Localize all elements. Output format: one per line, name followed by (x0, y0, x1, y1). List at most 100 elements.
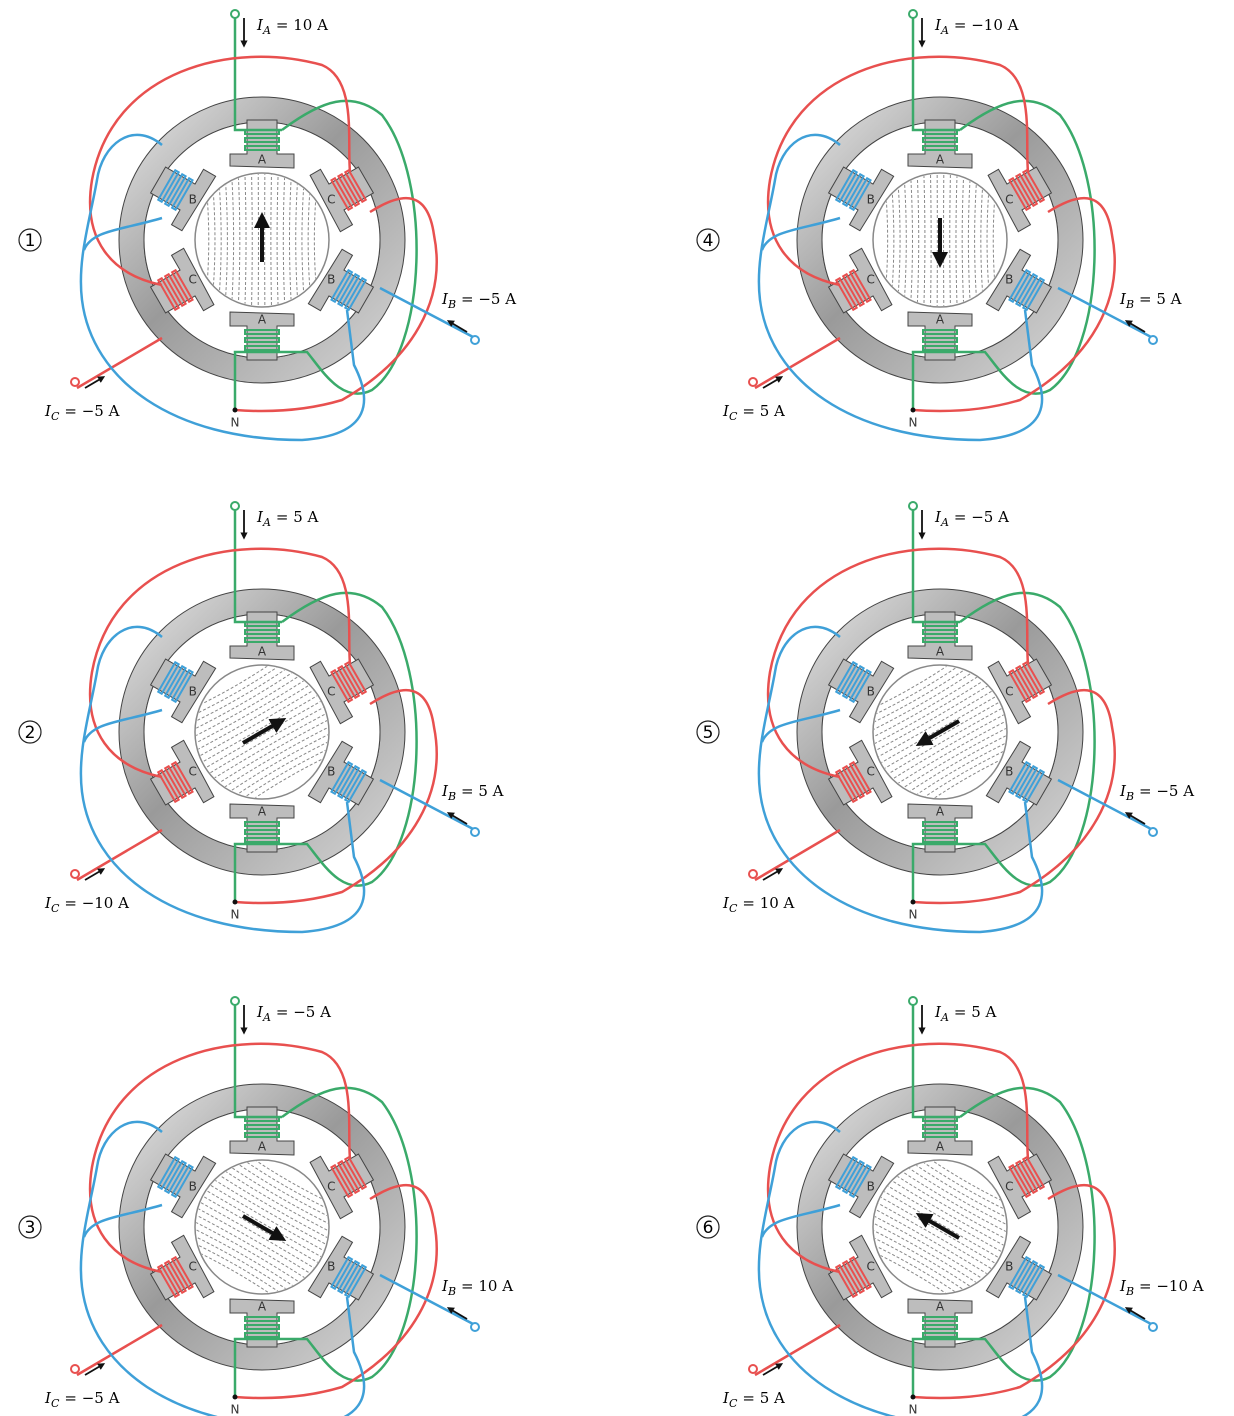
pole-label: B (867, 685, 875, 699)
neutral-point (233, 900, 238, 905)
current-label: IB= 5 A (1119, 290, 1182, 311)
pole-label: C (867, 765, 875, 779)
pole-label: C (189, 765, 197, 779)
pole-label: B (189, 1180, 197, 1194)
step-label: 3 (25, 1218, 36, 1238)
current-label: IA= 5 A (934, 1003, 997, 1024)
current-label: IA= −5 A (934, 508, 1009, 529)
terminal (231, 997, 239, 1005)
current-value: = −5 A (461, 290, 516, 308)
step-label: 6 (703, 1218, 714, 1238)
pole-label: B (327, 1260, 335, 1274)
current-subscript: B (447, 790, 456, 803)
neutral-label: N (231, 416, 240, 430)
pole-label: C (189, 273, 197, 287)
terminal (471, 1323, 479, 1331)
pole-label: B (1005, 273, 1013, 287)
pole-label: A (936, 1300, 945, 1314)
current-subscript: C (51, 410, 60, 423)
terminal (749, 378, 757, 386)
terminal (471, 336, 479, 344)
pole-label: C (327, 193, 335, 207)
terminal (231, 10, 239, 18)
current-value: = −5 A (1139, 782, 1194, 800)
current-label: IC= 5 A (722, 402, 785, 423)
current-value: = 10 A (461, 1277, 513, 1295)
pole-label: A (258, 645, 267, 659)
current-value: = 5 A (276, 508, 319, 526)
neutral-label: N (909, 1403, 918, 1416)
current-subscript: A (940, 1011, 949, 1024)
pole-label: C (1005, 1180, 1013, 1194)
terminal (1149, 1323, 1157, 1331)
current-subscript: A (940, 516, 949, 529)
current-value: = −10 A (954, 16, 1019, 34)
current-value: = −10 A (64, 894, 129, 912)
terminal (909, 997, 917, 1005)
pole-label: A (936, 645, 945, 659)
current-subscript: B (447, 298, 456, 311)
current-value: = 5 A (954, 1003, 997, 1021)
neutral-point (911, 408, 916, 413)
pole-label: C (189, 1260, 197, 1274)
pole-label: A (258, 1140, 267, 1154)
current-value: = 5 A (742, 402, 785, 420)
current-subscript: C (51, 1397, 60, 1410)
pole-label: C (1005, 685, 1013, 699)
current-label: IA= 5 A (256, 508, 319, 529)
neutral-label: N (909, 416, 918, 430)
terminal (71, 1365, 79, 1373)
pole-label: C (1005, 193, 1013, 207)
current-subscript: A (262, 516, 271, 529)
terminal (71, 870, 79, 878)
neutral-point (233, 408, 238, 413)
current-label: IC= 5 A (722, 1389, 785, 1410)
current-label: IA= −5 A (256, 1003, 331, 1024)
current-label: IB= 10 A (441, 1277, 513, 1298)
step-label: 5 (703, 723, 714, 743)
current-label: IB= −5 A (441, 290, 516, 311)
pole-label: B (327, 765, 335, 779)
current-subscript: C (729, 902, 738, 915)
motor-panel: AABBCCNIA= −10 AIB= 5 AIC= 5 A (722, 10, 1182, 440)
terminal (749, 1365, 757, 1373)
pole-label: A (936, 805, 945, 819)
current-label: IC= −5 A (44, 402, 120, 423)
pole-label: C (327, 1180, 335, 1194)
current-label: IA= 10 A (256, 16, 328, 37)
pole-label: A (258, 1300, 267, 1314)
terminal (231, 502, 239, 510)
current-label: IC= −5 A (44, 1389, 120, 1410)
current-label: IC= −10 A (44, 894, 129, 915)
current-subscript: A (262, 24, 271, 37)
pole-label: B (189, 685, 197, 699)
terminal (1149, 828, 1157, 836)
current-subscript: C (51, 902, 60, 915)
step-label: 1 (25, 231, 36, 251)
terminal (749, 870, 757, 878)
terminal (471, 828, 479, 836)
current-subscript: A (940, 24, 949, 37)
current-value: = 10 A (276, 16, 328, 34)
current-label: IC= 10 A (722, 894, 795, 915)
neutral-label: N (231, 1403, 240, 1416)
pole-label: A (936, 153, 945, 167)
current-value: = −5 A (954, 508, 1009, 526)
step-label: 2 (25, 723, 36, 743)
pole-label: C (867, 1260, 875, 1274)
pole-label: B (867, 1180, 875, 1194)
step-label: 4 (703, 231, 714, 251)
current-subscript: A (262, 1011, 271, 1024)
current-value: = 10 A (742, 894, 794, 912)
neutral-label: N (231, 908, 240, 922)
current-value: = 5 A (1139, 290, 1182, 308)
neutral-point (233, 1395, 238, 1400)
pole-label: A (258, 153, 267, 167)
current-value: = −5 A (276, 1003, 331, 1021)
terminal (1149, 336, 1157, 344)
current-value: = −5 A (64, 402, 119, 420)
current-label: IA= −10 A (934, 16, 1019, 37)
terminal (71, 378, 79, 386)
current-subscript: C (729, 410, 738, 423)
